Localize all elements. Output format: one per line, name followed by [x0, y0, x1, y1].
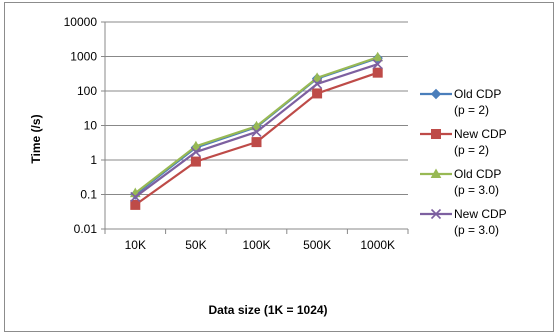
x-marker-stroke [312, 78, 323, 90]
x-marker-stroke [372, 59, 383, 70]
x-axis-label: Data size (1K = 1024) [208, 303, 327, 317]
gridlines [104, 21, 408, 230]
legend-marker [431, 129, 441, 139]
legend-label: New CDP [454, 207, 507, 221]
legend-label-sub: (p = 2) [454, 103, 489, 117]
y-tick-label: 10000 [64, 15, 98, 29]
data-point [312, 78, 323, 90]
data-point [190, 156, 201, 167]
x-tick-label: 100K [242, 238, 270, 252]
x-tick-label: 1000K [360, 238, 395, 252]
data-point [130, 191, 141, 203]
legend-entry-2: New CDP (p = 2) [420, 127, 507, 157]
legend-entry-1: Old CDP (p = 2) [420, 87, 501, 117]
legend: Old CDP (p = 2) New CDP (p = 2) Old CDP (p = … [420, 87, 507, 237]
x-tick-label: 50K [185, 238, 206, 252]
legend-entry-4: New CDP (p = 3.0) [420, 207, 507, 237]
legend-label: Old CDP [454, 87, 501, 101]
series-4 [130, 59, 383, 203]
x-tick-label: 10K [125, 238, 146, 252]
legend-entry-3: Old CDP (p = 3.0) [420, 167, 501, 197]
data-point [372, 67, 383, 78]
x-marker-stroke [130, 191, 141, 203]
series-lines [129, 51, 384, 210]
y-axis-ticks: 0.01 0.1 1 10 100 1000 10000 [64, 15, 105, 236]
data-point [190, 140, 202, 151]
data-point [372, 59, 383, 70]
x-marker-stroke [251, 126, 262, 138]
legend-label-sub: (p = 3.0) [454, 223, 499, 237]
x-marker-stroke [190, 146, 201, 158]
data-point [372, 51, 384, 62]
legend-label-sub: (p = 3.0) [454, 183, 499, 197]
legend-label-sub: (p = 2) [454, 143, 489, 157]
y-tick-label: 1 [90, 153, 97, 167]
y-axis-label: Time (/s) [29, 114, 43, 163]
y-tick-label: 0.01 [74, 222, 98, 236]
data-point [251, 137, 262, 148]
data-point [312, 88, 323, 99]
data-point [130, 199, 141, 210]
data-point [311, 72, 323, 82]
x-tick-label: 500K [303, 238, 331, 252]
y-tick-label: 1000 [70, 50, 97, 64]
data-point [190, 146, 201, 158]
data-point [251, 120, 262, 131]
legend-label: New CDP [454, 127, 507, 141]
y-tick-label: 100 [77, 84, 97, 98]
series-3 [129, 51, 384, 198]
y-tick-label: 10 [84, 119, 98, 133]
legend-marker [430, 208, 442, 220]
series-2 [130, 67, 383, 210]
x-marker-stroke [430, 208, 442, 220]
legend-marker [430, 168, 442, 178]
data-point [251, 126, 262, 138]
legend-label: Old CDP [454, 167, 501, 181]
legend-marker [430, 88, 442, 100]
x-axis-ticks: 10K 50K 100K 500K 1000K [104, 229, 409, 252]
y-tick-label: 0.1 [80, 188, 97, 202]
